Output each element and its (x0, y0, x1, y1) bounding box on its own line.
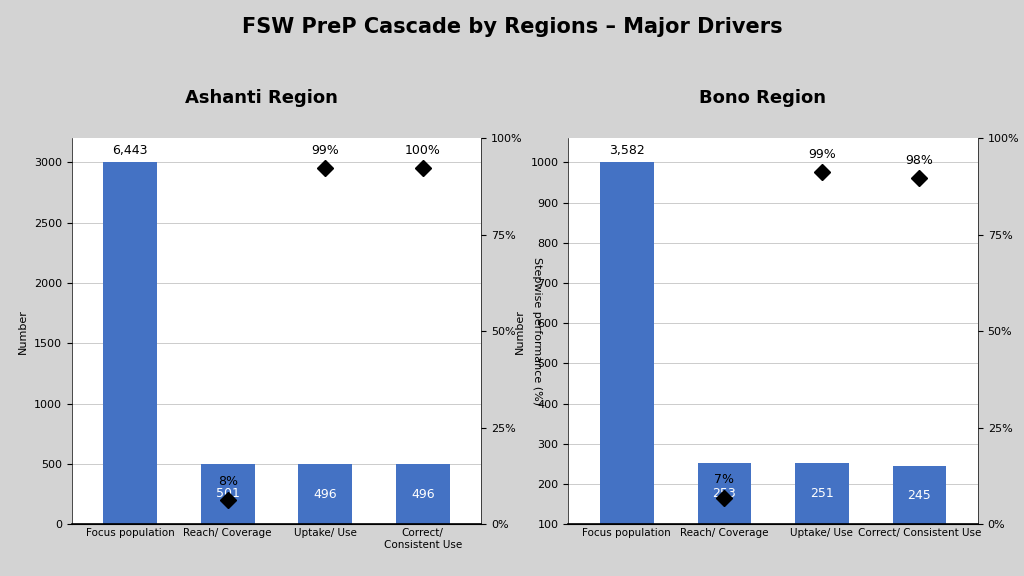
Y-axis label: Stepwise performance (%): Stepwise performance (%) (532, 257, 542, 406)
Bar (893, 466, 946, 564)
Text: 251: 251 (810, 487, 834, 501)
Bar (396, 464, 450, 524)
Bar (201, 464, 255, 524)
Text: 3,582: 3,582 (609, 143, 645, 157)
Bar (298, 464, 352, 524)
Bar (697, 463, 752, 564)
Text: 99%: 99% (311, 144, 339, 157)
Y-axis label: Number: Number (18, 309, 29, 354)
Bar (600, 162, 653, 564)
Text: 7%: 7% (715, 473, 734, 487)
Text: Ashanti Region: Ashanti Region (184, 89, 338, 107)
Text: 8%: 8% (218, 475, 238, 488)
Bar (795, 464, 849, 564)
Text: 253: 253 (713, 487, 736, 500)
Text: 496: 496 (313, 488, 337, 501)
Y-axis label: Number: Number (515, 309, 525, 354)
Text: Bono Region: Bono Region (699, 89, 826, 107)
Text: 6,443: 6,443 (113, 143, 147, 157)
Bar (103, 162, 157, 524)
Text: 98%: 98% (905, 154, 933, 167)
Text: 501: 501 (216, 487, 240, 501)
Text: FSW PreP Cascade by Regions – Major Drivers: FSW PreP Cascade by Regions – Major Driv… (242, 17, 782, 37)
Text: 245: 245 (907, 488, 931, 502)
Text: 99%: 99% (808, 148, 836, 161)
Text: 100%: 100% (404, 144, 440, 157)
Text: 496: 496 (411, 488, 434, 501)
